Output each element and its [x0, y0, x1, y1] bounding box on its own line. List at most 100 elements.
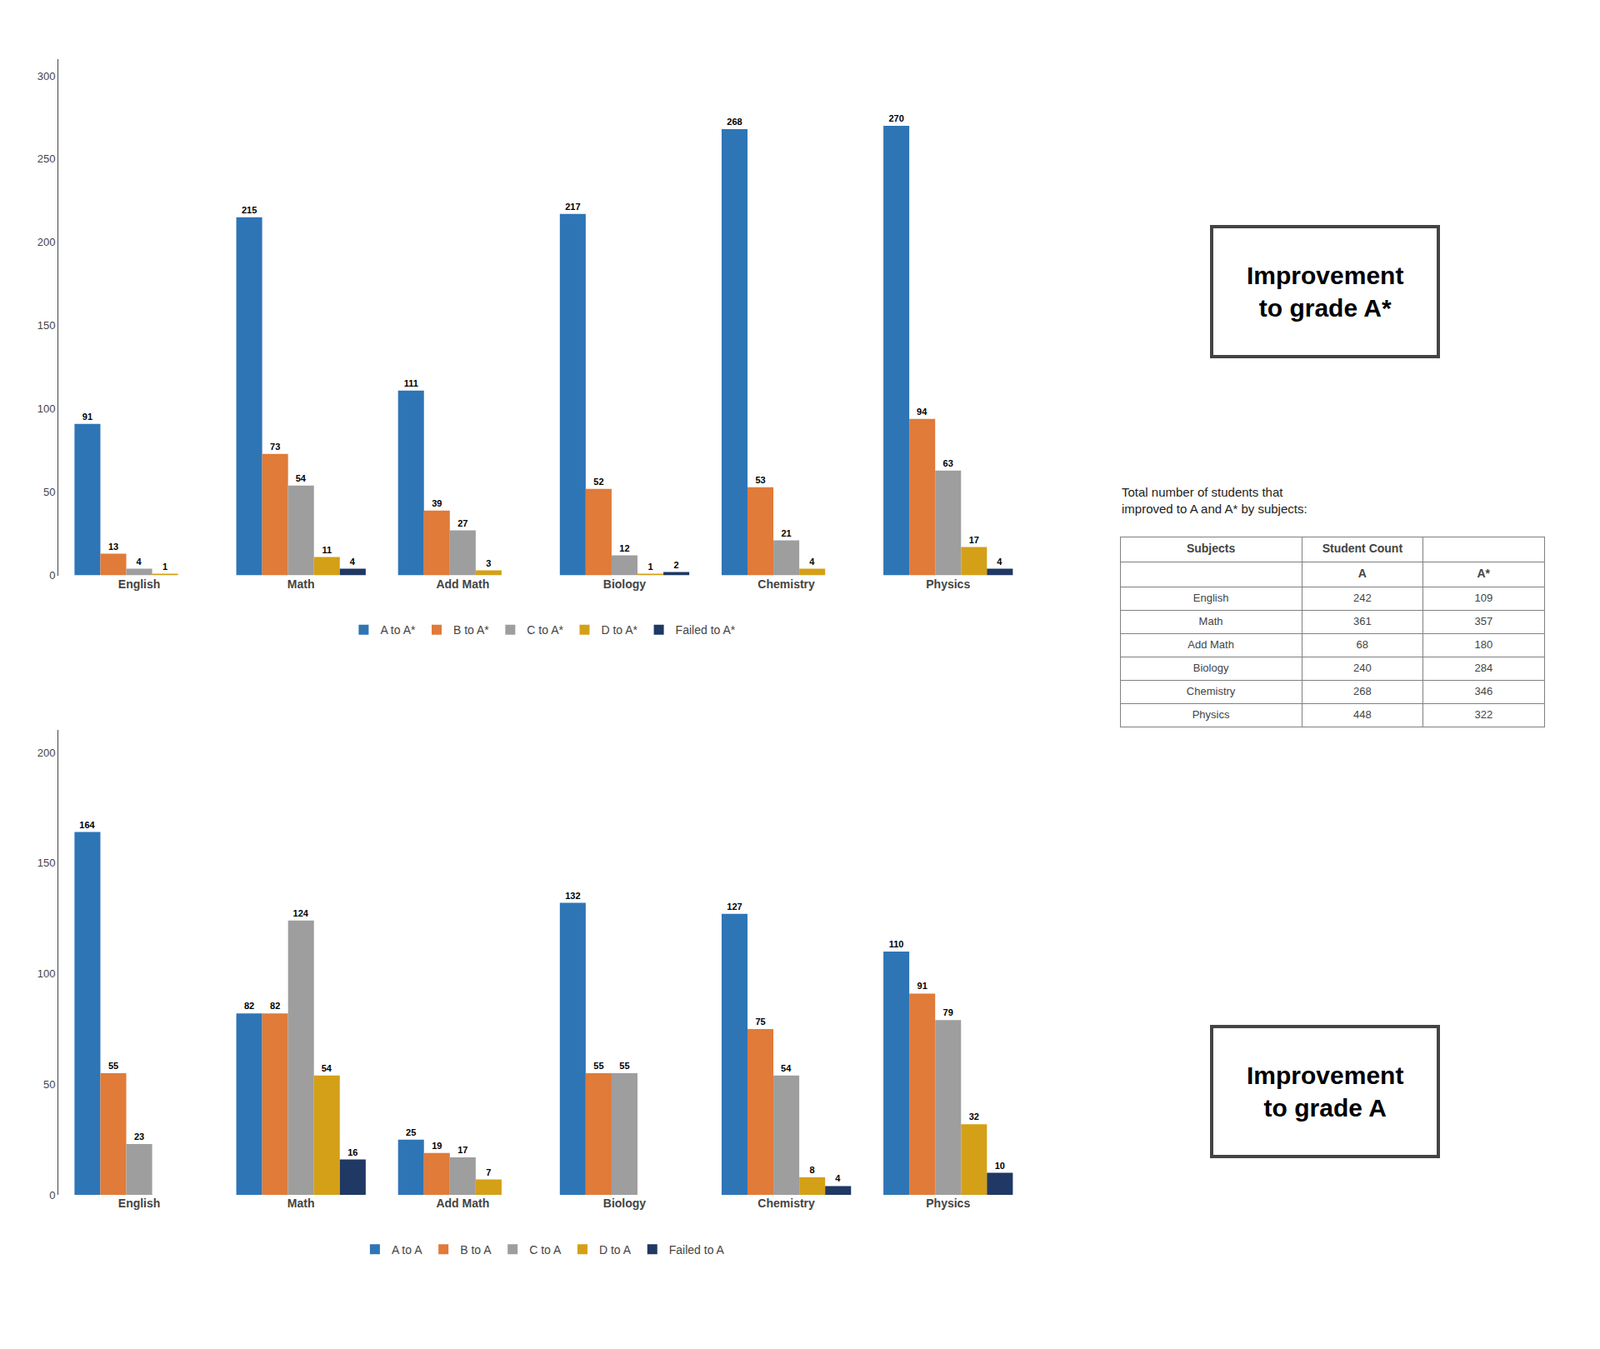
svg-text:10: 10 [995, 1160, 1005, 1171]
svg-text:448: 448 [1353, 708, 1372, 721]
svg-text:English: English [118, 1196, 161, 1210]
svg-text:124: 124 [293, 908, 310, 919]
svg-text:94: 94 [916, 406, 928, 417]
svg-text:39: 39 [431, 498, 442, 509]
svg-text:200: 200 [37, 746, 56, 760]
svg-text:242: 242 [1353, 591, 1372, 605]
svg-text:55: 55 [593, 1060, 604, 1071]
svg-text:Total number of students thati: Total number of students thatimproved to… [1121, 485, 1308, 516]
svg-text:50: 50 [43, 485, 55, 499]
svg-text:English: English [118, 577, 161, 591]
svg-text:100: 100 [37, 402, 56, 415]
svg-text:268: 268 [726, 116, 742, 127]
svg-text:55: 55 [108, 1060, 119, 1071]
svg-text:Math: Math [287, 577, 315, 591]
svg-text:13: 13 [108, 541, 119, 552]
svg-text:73: 73 [270, 441, 280, 452]
svg-text:21: 21 [780, 528, 791, 539]
svg-text:Math: Math [1199, 615, 1224, 628]
svg-text:268: 268 [1353, 685, 1372, 698]
svg-text:2: 2 [674, 560, 680, 570]
svg-text:54: 54 [780, 1063, 792, 1074]
svg-text:D to A: D to A [599, 1243, 632, 1257]
svg-text:Biology: Biology [1193, 661, 1230, 675]
svg-text:Biology: Biology [603, 577, 647, 591]
svg-text:C to A: C to A [529, 1243, 562, 1257]
svg-text:Biology: Biology [603, 1196, 647, 1210]
svg-text:284: 284 [1474, 661, 1493, 675]
svg-text:Student Count: Student Count [1322, 541, 1404, 555]
svg-text:91: 91 [82, 411, 93, 422]
svg-text:Improvementto grade A: Improvementto grade A [1246, 1061, 1404, 1122]
svg-text:180: 180 [1474, 638, 1493, 651]
svg-text:A: A [1358, 566, 1367, 580]
svg-text:Chemistry: Chemistry [757, 577, 815, 591]
svg-text:8: 8 [810, 1165, 815, 1175]
svg-text:50: 50 [43, 1078, 55, 1091]
svg-text:B to A*: B to A* [453, 623, 490, 637]
svg-text:1: 1 [647, 561, 653, 572]
svg-text:0: 0 [49, 1189, 55, 1202]
svg-text:52: 52 [593, 476, 604, 487]
svg-text:11: 11 [321, 545, 332, 555]
svg-text:79: 79 [943, 1007, 954, 1018]
svg-text:270: 270 [888, 113, 904, 124]
svg-text:250: 250 [37, 152, 56, 165]
svg-text:4: 4 [835, 1173, 841, 1184]
svg-text:4: 4 [996, 556, 1003, 567]
svg-text:17: 17 [457, 1145, 468, 1155]
svg-text:12: 12 [619, 543, 630, 554]
svg-text:300: 300 [37, 70, 56, 83]
svg-text:240: 240 [1353, 661, 1372, 675]
svg-text:Add Math: Add Math [1187, 638, 1235, 651]
svg-text:32: 32 [969, 1111, 980, 1122]
svg-text:23: 23 [134, 1131, 145, 1142]
svg-text:132: 132 [565, 890, 580, 901]
svg-text:164: 164 [79, 820, 95, 830]
svg-text:7: 7 [485, 1167, 491, 1178]
svg-text:55: 55 [619, 1060, 630, 1071]
svg-text:109: 109 [1474, 591, 1493, 605]
svg-text:75: 75 [755, 1016, 765, 1027]
svg-text:Physics: Physics [925, 577, 970, 591]
svg-text:217: 217 [565, 201, 580, 212]
svg-text:215: 215 [241, 205, 257, 215]
svg-text:25: 25 [405, 1127, 416, 1138]
svg-text:150: 150 [37, 319, 56, 332]
svg-text:0: 0 [49, 569, 55, 582]
svg-text:D to A*: D to A* [600, 623, 638, 637]
svg-text:91: 91 [917, 980, 928, 991]
svg-text:C to A*: C to A* [526, 623, 564, 637]
svg-text:B to A: B to A [460, 1243, 492, 1257]
svg-text:Improvementto grade A*: Improvementto grade A* [1246, 261, 1404, 322]
svg-text:127: 127 [726, 901, 742, 912]
svg-text:322: 322 [1474, 708, 1493, 721]
svg-text:82: 82 [244, 1000, 255, 1011]
svg-text:110: 110 [889, 939, 905, 950]
svg-text:A*: A* [1477, 566, 1491, 580]
svg-text:Add Math: Add Math [435, 577, 490, 591]
svg-text:1: 1 [162, 561, 168, 572]
svg-text:Math: Math [287, 1196, 315, 1210]
svg-text:17: 17 [969, 535, 980, 545]
svg-text:361: 361 [1353, 615, 1372, 628]
svg-text:Physics: Physics [1192, 708, 1230, 721]
svg-text:19: 19 [431, 1140, 442, 1151]
svg-text:68: 68 [1356, 638, 1369, 651]
svg-text:Chemistry: Chemistry [1186, 685, 1236, 698]
svg-text:54: 54 [295, 473, 307, 484]
svg-text:357: 357 [1474, 615, 1493, 628]
svg-text:346: 346 [1474, 685, 1493, 698]
svg-text:100: 100 [37, 967, 56, 980]
svg-text:Physics: Physics [925, 1196, 970, 1210]
svg-text:54: 54 [321, 1063, 333, 1074]
svg-text:150: 150 [37, 856, 56, 870]
svg-text:27: 27 [457, 518, 468, 529]
svg-text:A to A: A to A [391, 1243, 423, 1257]
svg-text:3: 3 [485, 558, 491, 569]
svg-text:200: 200 [37, 235, 56, 249]
svg-text:4: 4 [136, 556, 143, 567]
svg-text:16: 16 [347, 1147, 358, 1158]
svg-text:Failed to A*: Failed to A* [675, 623, 736, 637]
svg-text:53: 53 [755, 475, 765, 485]
